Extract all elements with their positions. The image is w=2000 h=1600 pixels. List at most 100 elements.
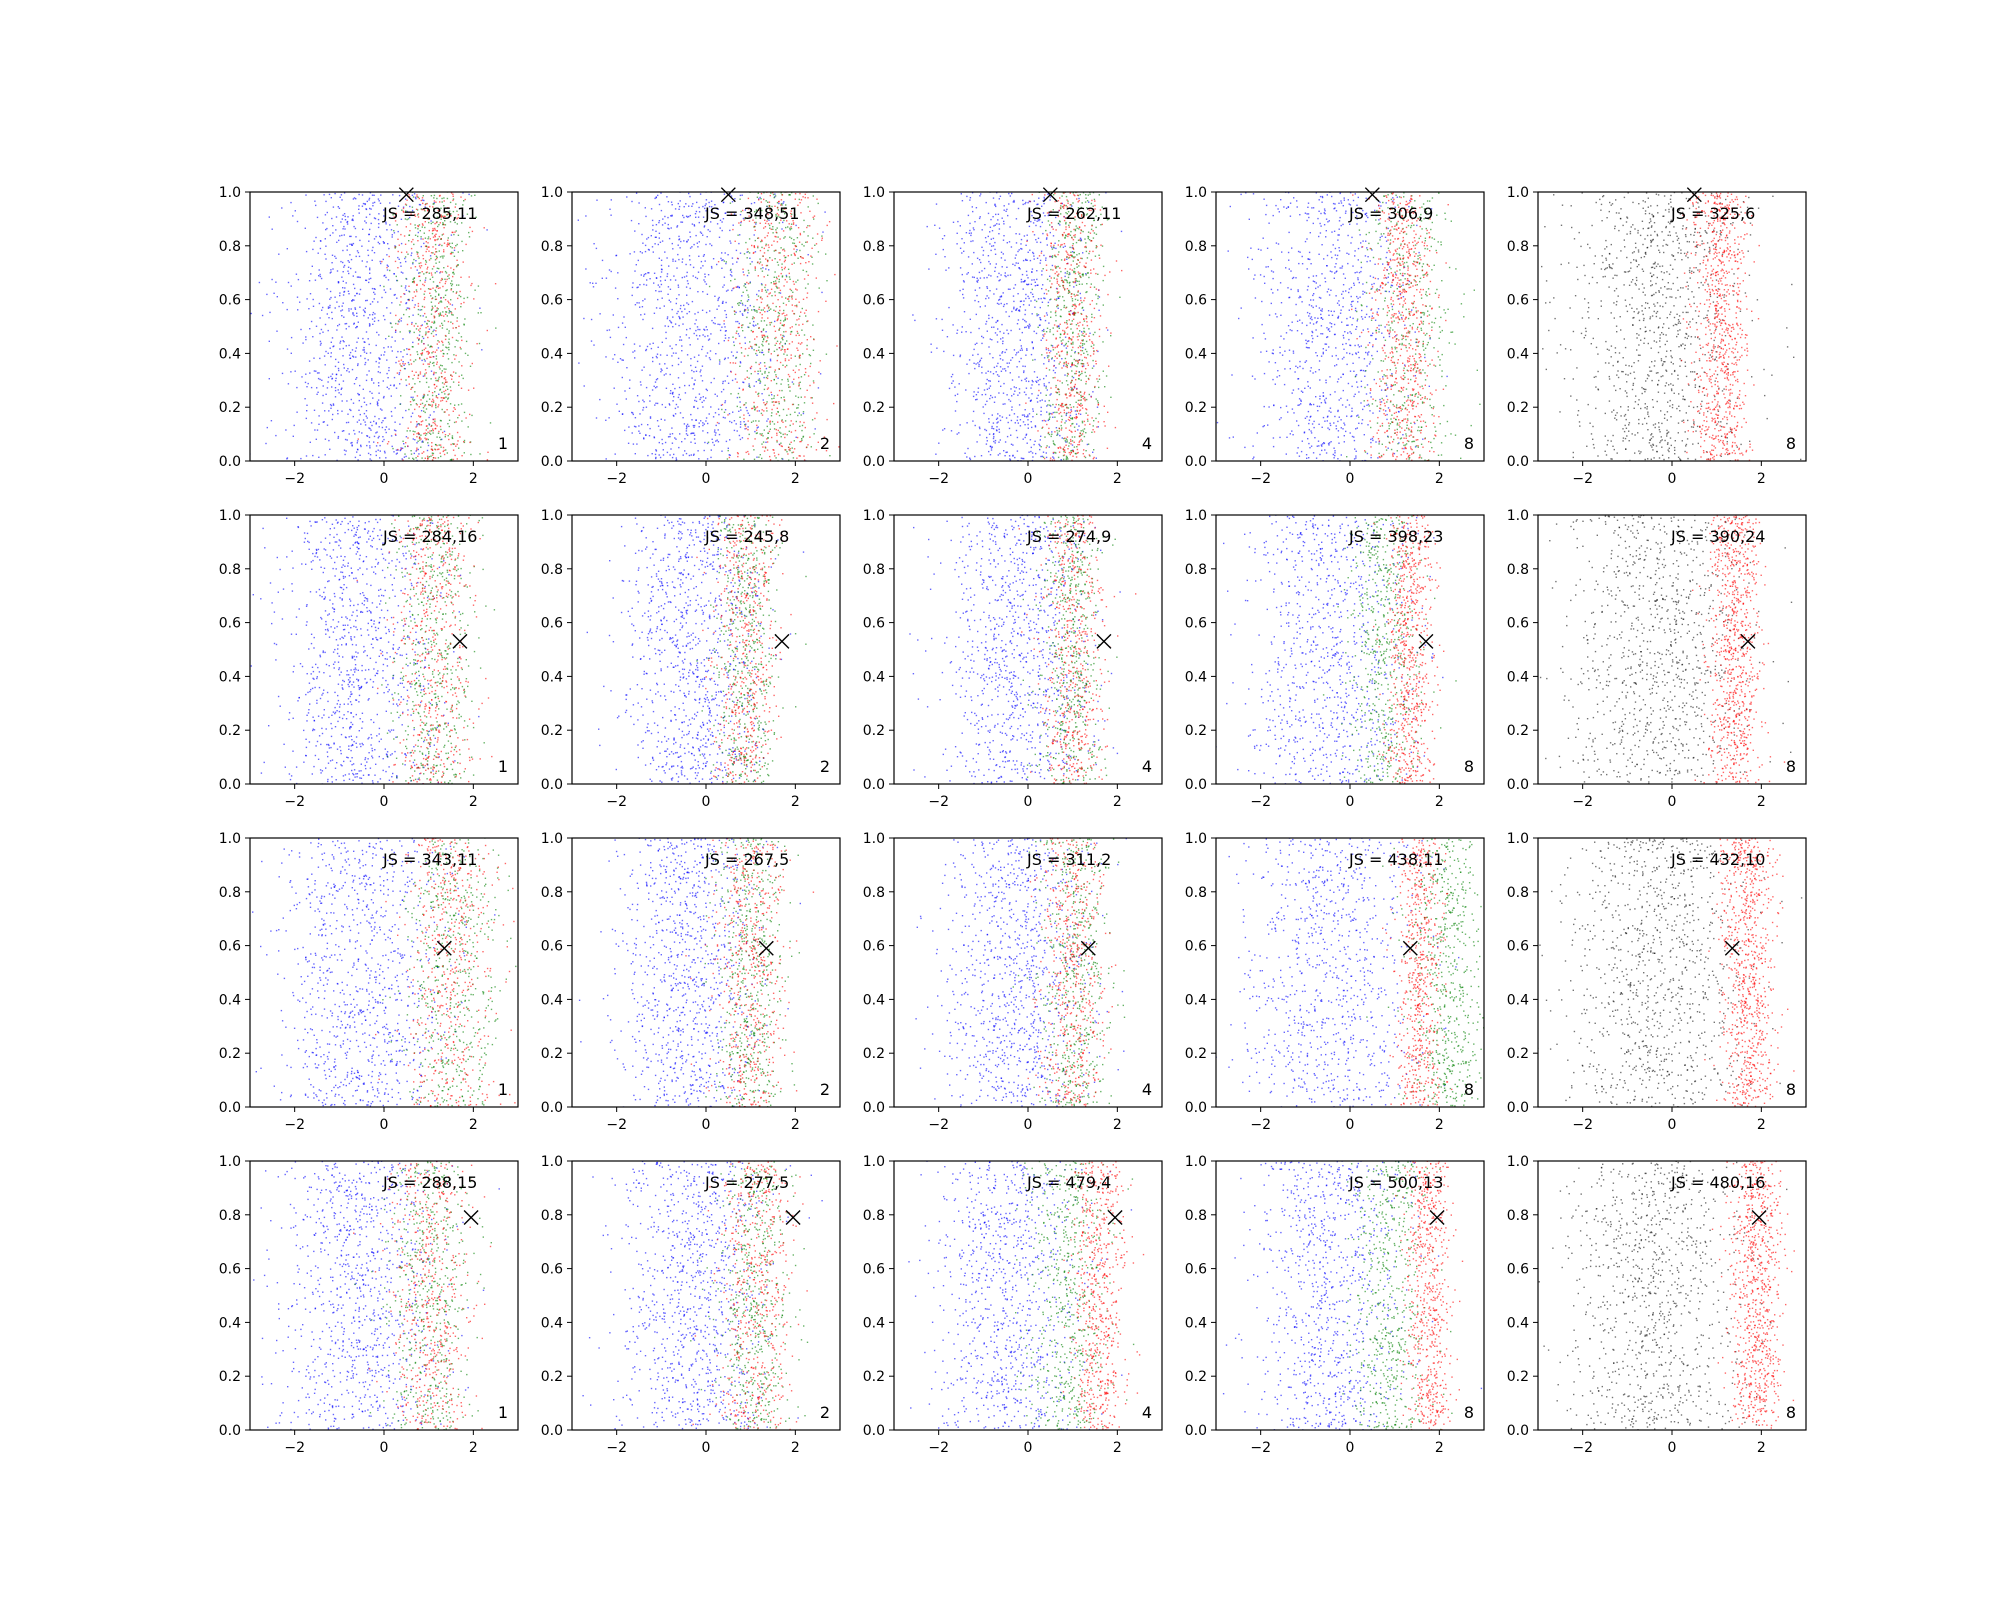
point xyxy=(440,438,442,441)
point xyxy=(1043,357,1046,359)
point xyxy=(688,192,690,195)
point xyxy=(407,427,409,429)
point xyxy=(369,192,372,194)
point xyxy=(636,443,638,445)
point xyxy=(948,387,951,390)
point xyxy=(365,208,367,210)
point xyxy=(754,343,756,346)
point xyxy=(783,399,786,401)
point xyxy=(1012,295,1015,297)
point xyxy=(422,337,425,340)
point xyxy=(427,236,430,238)
point xyxy=(422,441,424,443)
point xyxy=(983,412,985,415)
point xyxy=(740,347,743,349)
point xyxy=(812,216,814,219)
point xyxy=(787,298,790,300)
point xyxy=(763,320,766,322)
point xyxy=(365,279,368,282)
point xyxy=(673,275,675,277)
point xyxy=(757,261,759,263)
point xyxy=(739,310,741,313)
point xyxy=(678,239,680,241)
point xyxy=(410,363,413,365)
point xyxy=(456,291,458,293)
point xyxy=(986,400,988,402)
point xyxy=(448,349,450,351)
point xyxy=(412,430,414,432)
point xyxy=(812,237,814,239)
point xyxy=(782,221,784,224)
point xyxy=(716,395,718,397)
point xyxy=(1095,245,1098,247)
point xyxy=(1082,309,1085,311)
point xyxy=(457,234,460,236)
point xyxy=(408,308,411,310)
point xyxy=(427,242,429,244)
point xyxy=(1020,238,1023,241)
point xyxy=(992,216,994,218)
point xyxy=(637,259,639,262)
point xyxy=(1058,325,1060,327)
point xyxy=(912,314,914,316)
point xyxy=(368,441,370,443)
point xyxy=(711,319,713,322)
point xyxy=(452,272,454,274)
point xyxy=(788,375,791,378)
point xyxy=(432,429,434,432)
point xyxy=(417,214,419,216)
point xyxy=(998,428,1000,431)
point xyxy=(783,219,785,222)
point xyxy=(739,423,742,425)
point xyxy=(1047,419,1049,422)
point xyxy=(1030,210,1032,213)
point xyxy=(786,354,788,356)
point xyxy=(781,194,784,196)
point xyxy=(1016,307,1018,310)
point xyxy=(345,322,348,325)
point xyxy=(668,299,670,301)
point xyxy=(415,208,418,210)
point xyxy=(606,329,608,332)
point xyxy=(1007,421,1009,424)
point xyxy=(808,261,810,263)
point xyxy=(327,329,329,332)
point xyxy=(359,239,361,242)
point xyxy=(744,304,747,307)
point xyxy=(738,434,741,437)
point xyxy=(1041,420,1044,422)
point xyxy=(443,242,446,244)
point xyxy=(399,262,402,264)
point xyxy=(345,421,348,424)
point xyxy=(349,235,351,238)
point xyxy=(1057,433,1059,436)
point xyxy=(421,402,424,405)
point xyxy=(331,386,333,388)
point xyxy=(440,400,442,402)
point xyxy=(738,242,740,245)
point xyxy=(760,296,762,298)
point xyxy=(686,271,688,274)
point xyxy=(463,301,465,304)
point xyxy=(658,220,661,222)
point xyxy=(634,357,636,359)
point xyxy=(613,387,615,389)
point xyxy=(369,228,371,231)
point xyxy=(419,357,421,359)
point xyxy=(760,201,762,203)
point xyxy=(799,262,802,265)
point xyxy=(956,329,959,331)
point xyxy=(653,282,655,284)
point xyxy=(766,441,769,443)
point xyxy=(767,218,769,221)
point xyxy=(786,298,789,300)
point xyxy=(771,401,773,403)
point xyxy=(703,254,705,256)
point xyxy=(781,457,783,460)
point xyxy=(999,298,1001,301)
point xyxy=(795,365,797,367)
point xyxy=(451,242,453,244)
point xyxy=(428,386,430,388)
point xyxy=(469,365,472,367)
point xyxy=(365,415,367,417)
